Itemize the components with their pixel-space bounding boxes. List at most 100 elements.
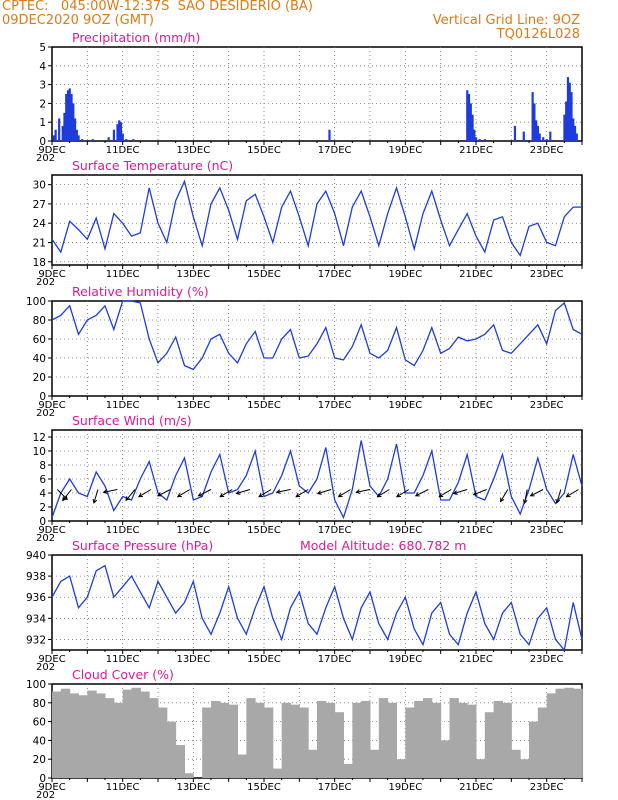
x-year-label: 202 [36,790,55,800]
cloud-bar [476,759,486,778]
wind-arrow-head [125,496,130,502]
x-tick-label: 11DEC [106,269,140,280]
x-year-label: 202 [36,153,55,164]
precip-bar [538,133,541,141]
y-tick-label: 1 [39,117,46,129]
cloud-bar [308,749,318,778]
wind-arrow-head [92,498,98,504]
x-tick-label: 11DEC [106,525,140,536]
x-tick-label: 11DEC [106,782,140,793]
precip-bar [66,90,70,141]
precip-bar [91,139,94,141]
y-tick-label: 2 [39,98,46,110]
y-tick-label: 80 [33,315,46,327]
wind-arrow-head [275,489,281,494]
wind-arrow [396,489,410,498]
cloud-bar [511,749,521,778]
cloud-bar [431,702,442,778]
precip-bar [473,129,476,141]
cloud-bar [237,754,247,778]
cloud-bar [361,700,371,778]
y-tick-label: 10 [33,446,46,458]
x-tick-label: 23DEC [530,654,564,665]
x-year-label: 202 [36,533,55,544]
wind-arrow [219,489,233,498]
x-tick-label: 9DEC [38,269,65,280]
y-tick-label: 8 [39,460,46,472]
wind-arrow [198,489,212,497]
cloud-bar [573,688,583,778]
y-tick-label: 40 [33,353,46,365]
wind-arrow-head [522,499,528,505]
precip-bar [68,88,71,141]
x-tick-label: 17DEC [318,782,352,793]
precip-bar [542,137,545,141]
precip-bar [70,94,73,141]
y-tick-label: 20 [33,754,46,766]
precip-bar [466,90,469,141]
cloud-bar [396,759,406,778]
wind-arrow-head [219,492,225,498]
x-tick-label: 11DEC [106,654,140,665]
y-tick-label: 0 [39,391,46,403]
wind-arrow [258,489,272,498]
x-tick-label: 17DEC [318,654,352,665]
wind-arrow [317,489,332,495]
x-tick-label: 15DEC [247,145,281,156]
x-tick-label: 21DEC [459,400,493,411]
series-line [51,440,583,520]
y-tick-label: 0 [39,773,46,785]
cloud-bar [281,702,291,778]
precip-bar [565,101,568,141]
y-tick-label: 5 [39,42,46,54]
precip-bar [575,133,578,141]
precip-bar [118,120,121,141]
cloud-bar [520,759,530,778]
x-tick-label: 23DEC [530,525,564,536]
y-tick-label: 40 [33,735,46,747]
cloud-bar [467,704,477,778]
precip-bar [483,139,487,141]
x-year-label: 202 [36,277,55,288]
x-tick-label: 21DEC [459,525,493,536]
precip-bar [531,92,534,141]
cloud-bar [317,700,327,778]
precip-bar [568,82,571,141]
precip-bar [475,137,478,141]
precip-bar [61,125,64,141]
wind-arrow-head [565,492,571,498]
cloud-bar [458,702,468,778]
precip-bar [328,129,331,141]
precip-bar [72,103,75,141]
x-tick-label: 15DEC [247,400,281,411]
cloud-bar [387,702,397,778]
cloud-bar [378,698,389,778]
wind-arrow-head [500,497,505,503]
precip-bar [107,137,110,141]
x-tick-label: 23DEC [530,782,564,793]
x-tick-label: 19DEC [388,145,422,156]
x-tick-label: 15DEC [247,525,281,536]
wind-arrow [439,489,452,498]
cloud-bar [158,707,168,778]
y-tick-label: 20 [33,372,46,384]
precip-bar [513,125,517,141]
y-tick-label: 934 [26,613,46,625]
precip-bar [65,94,68,141]
wind-arrow-head [414,492,420,497]
cloud-bar [484,712,495,778]
panel-title: Surface Wind (m/s) [72,413,192,428]
wind-arrow [276,489,291,493]
cloud-bar [131,687,141,778]
wind-arrow-head [295,492,301,498]
panel-title: Surface Temperature (nC) [72,158,233,173]
panel-title: Relative Humidity (%) [72,284,209,299]
y-tick-label: 60 [33,717,46,729]
wind-arrow [56,489,68,500]
cloud-bar [140,691,150,778]
x-tick-label: 11DEC [106,145,140,156]
x-tick-label: 13DEC [176,145,210,156]
wind-arrow-head [376,492,382,498]
wind-arrow-head [452,490,458,495]
